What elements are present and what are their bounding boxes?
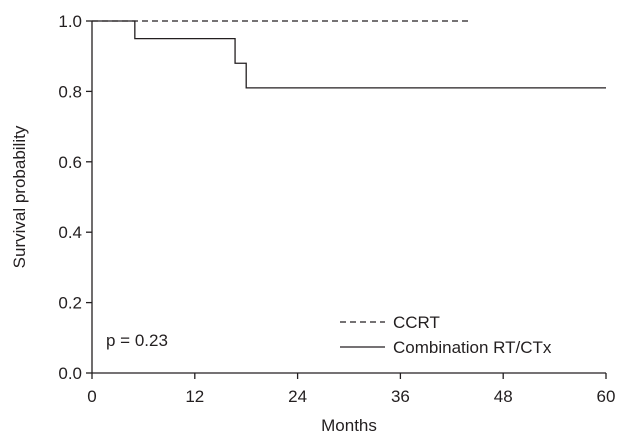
series-layer [92,20,606,89]
x-axis-title: Months [321,416,377,435]
p-value-annotation: p = 0.23 [106,331,168,350]
series-line-combination [92,20,606,89]
y-tick-label: 0.8 [58,82,82,101]
x-tick-label: 36 [391,387,410,406]
x-ticks: 0 12 24 36 48 60 [87,373,615,406]
y-tick-label: 0.0 [58,364,82,383]
legend-label-ccrt: CCRT [393,313,440,332]
y-ticks: 0.0 0.2 0.4 0.6 0.8 1.0 [58,12,92,383]
x-tick-label: 60 [597,387,616,406]
y-tick-label: 0.4 [58,223,82,242]
x-tick-label: 24 [288,387,307,406]
axes [91,21,606,374]
legend-label-combination: Combination RT/CTx [393,338,552,357]
x-tick-label: 12 [185,387,204,406]
x-tick-label: 0 [87,387,96,406]
x-tick-label: 48 [494,387,513,406]
y-axis-title: Survival probability [10,125,29,268]
y-tick-label: 0.2 [58,294,82,313]
y-tick-label: 0.6 [58,153,82,172]
legend: CCRT Combination RT/CTx [340,313,552,357]
y-tick-label: 1.0 [58,12,82,31]
